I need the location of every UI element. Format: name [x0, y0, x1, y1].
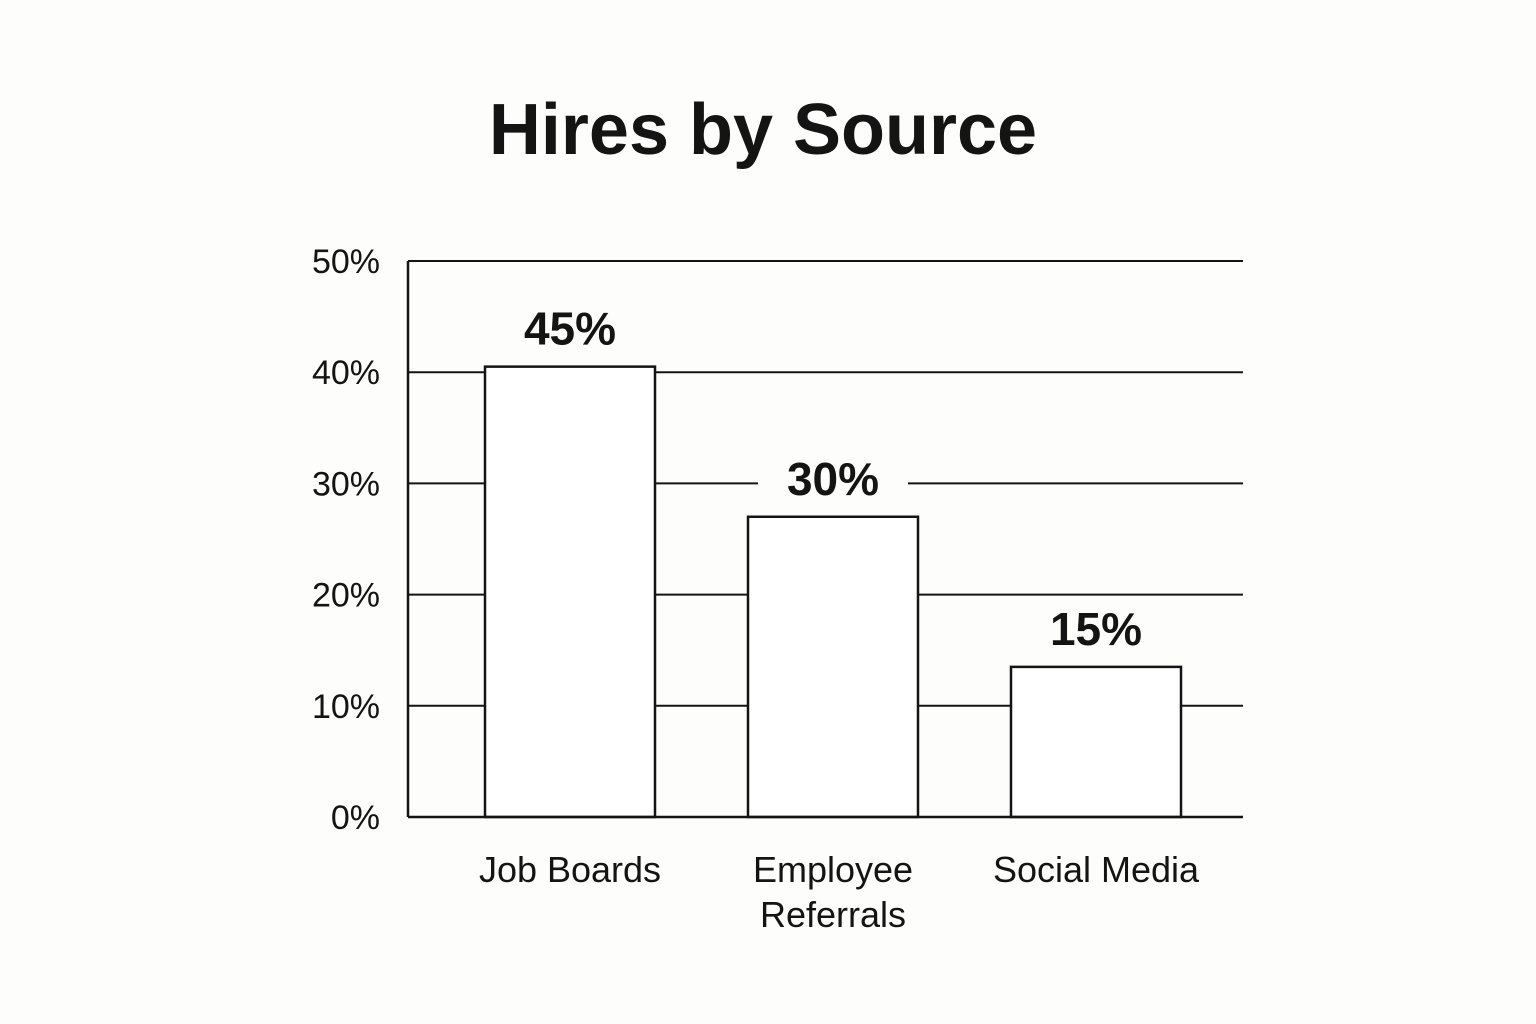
bar-value-label: 45% — [524, 303, 616, 355]
value-label-backdrop — [1021, 600, 1171, 659]
labels: 0% 10% 20% 30% 40% 50% 45% Job Boards 30% Employe… — [312, 243, 1200, 935]
value-label-backdrop — [758, 450, 908, 509]
x-category-label: Referrals — [760, 894, 906, 935]
bar — [746, 515, 920, 819]
bars — [483, 365, 1183, 819]
y-tick-label: 40% — [312, 354, 380, 392]
axes — [406, 261, 1243, 819]
x-category-label: Social Media — [993, 849, 1200, 890]
bar — [483, 365, 657, 819]
x-category-label: Job Boards — [479, 849, 661, 890]
y-tick-label: 30% — [312, 465, 380, 503]
y-tick-label: 20% — [312, 577, 380, 615]
bar-value-label: 15% — [1050, 603, 1142, 655]
bar — [1009, 665, 1183, 819]
y-tick-label: 0% — [331, 799, 380, 837]
chart-title: Hires by Source — [488, 90, 1038, 170]
y-tick-label: 10% — [312, 688, 380, 726]
x-category-label: Employee — [753, 849, 913, 890]
y-tick-label: 50% — [312, 243, 380, 281]
bar-value-label: 30% — [787, 453, 879, 505]
value-label-backdrop — [495, 300, 645, 359]
